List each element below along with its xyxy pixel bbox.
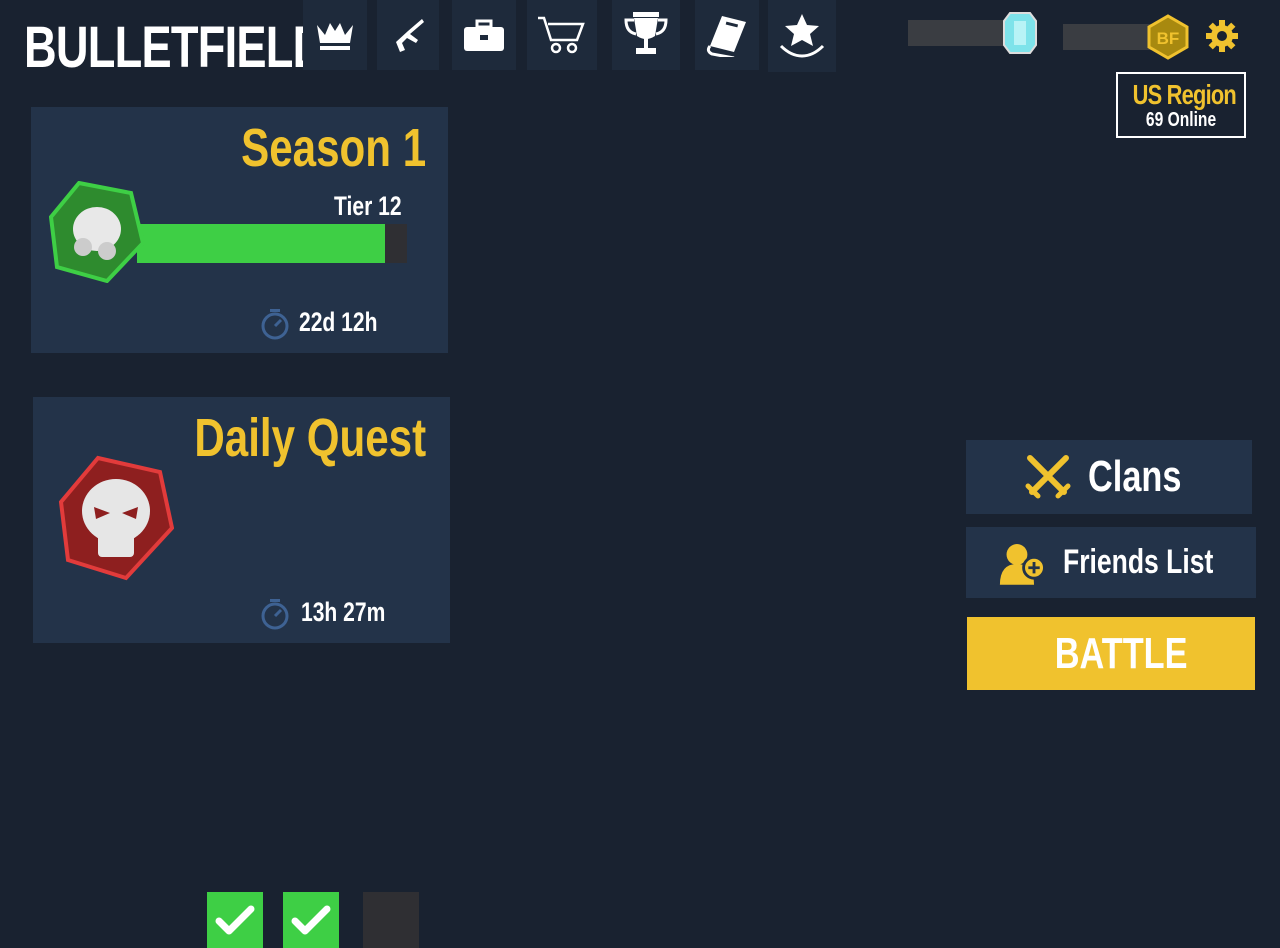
nav-leaderboard-button[interactable]	[612, 0, 680, 70]
tier-progress-bar	[137, 224, 407, 263]
nav-inventory-button[interactable]	[452, 0, 516, 70]
nav-weapons-button[interactable]	[377, 0, 439, 70]
quest-checkbox-3	[363, 892, 419, 948]
season-title: Season 1	[241, 118, 426, 178]
timer-icon	[261, 309, 289, 340]
trophy-icon	[624, 12, 668, 54]
tier-badge-icon	[49, 181, 145, 283]
battle-button[interactable]: BATTLE	[967, 617, 1255, 690]
settings-gear-icon[interactable]	[1204, 18, 1240, 54]
tier-progress-fill	[137, 224, 386, 263]
nav-achievements-button[interactable]	[768, 0, 836, 72]
friends-list-label: Friends List	[1063, 543, 1214, 581]
briefcase-icon	[464, 19, 504, 51]
region-name: US Region	[1132, 79, 1237, 110]
star-laurel-icon	[779, 14, 825, 58]
gems-balance-bar	[908, 20, 1008, 46]
nav-codex-button[interactable]	[695, 0, 759, 70]
friends-list-button[interactable]: Friends List	[966, 527, 1256, 598]
book-icon	[706, 16, 746, 57]
checkmark-icon	[291, 905, 331, 935]
region-selector[interactable]: US Region 69 Online	[1116, 72, 1246, 138]
svg-text:BF: BF	[1157, 29, 1180, 48]
cart-icon	[538, 16, 585, 54]
nav-shop-button[interactable]	[527, 0, 597, 70]
tier-label: Tier 12	[334, 191, 402, 221]
daily-quest-timer: 13h 27m	[301, 597, 386, 627]
daily-quest-title: Daily Quest	[194, 408, 426, 468]
daily-quest-card[interactable]: Daily Quest 13h 27m	[33, 397, 450, 948]
add-friend-icon	[999, 543, 1046, 585]
checkmark-icon	[215, 905, 255, 935]
gem-icon	[1003, 12, 1037, 54]
game-logo: BULLETFIELD	[24, 15, 325, 80]
online-count: 69 Online	[1145, 109, 1217, 131]
quest-checkbox-2	[283, 892, 339, 948]
timer-icon	[261, 599, 289, 630]
bf-coin-icon: BF	[1147, 14, 1189, 60]
clans-button[interactable]: Clans	[966, 440, 1252, 514]
coins-balance-bar	[1063, 24, 1155, 50]
season-timer: 22d 12h	[299, 307, 378, 337]
clans-label: Clans	[1088, 452, 1182, 501]
nav-crown-button[interactable]	[303, 0, 367, 70]
battle-label: BATTLE	[1054, 628, 1188, 678]
crossed-swords-icon	[1025, 455, 1071, 499]
skull-badge-icon	[58, 455, 174, 581]
quest-checkbox-1	[207, 892, 263, 948]
crown-icon	[317, 23, 353, 50]
rifle-icon	[396, 19, 424, 52]
season-card[interactable]: Season 1 Tier 12 22d 12h	[31, 107, 448, 353]
